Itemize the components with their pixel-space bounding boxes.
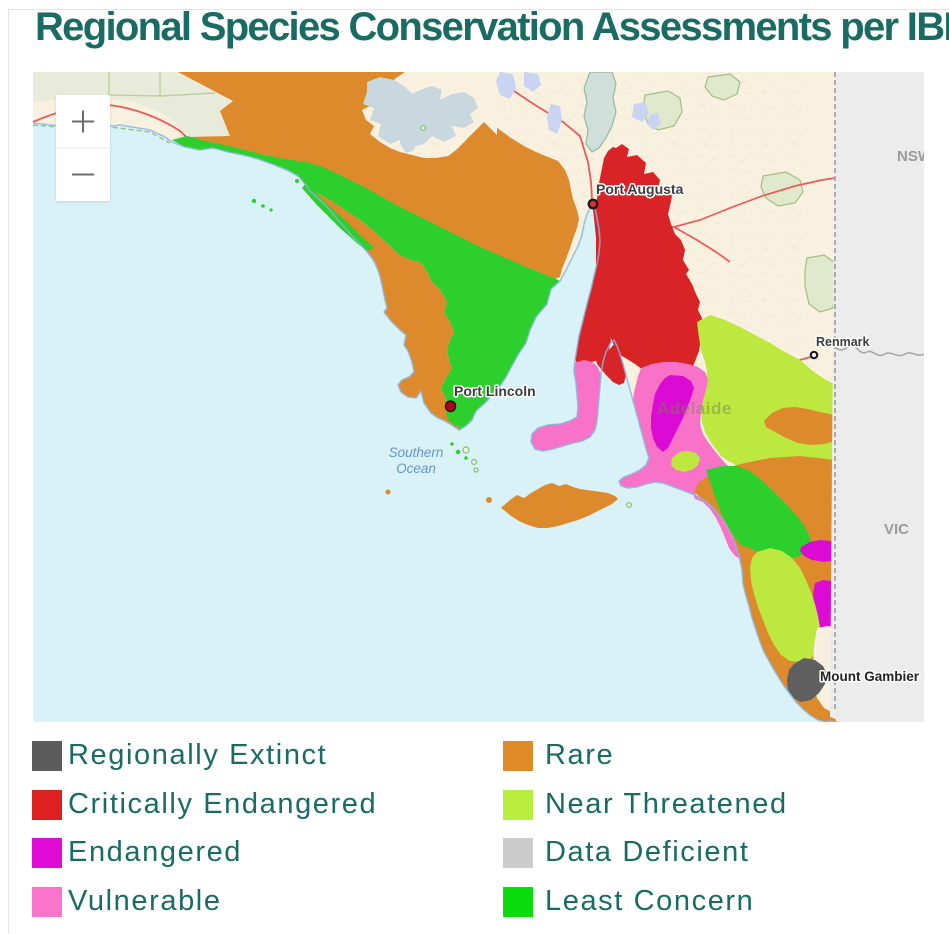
svg-text:Renmark: Renmark — [816, 335, 870, 349]
svg-text:Mount Gambier: Mount Gambier — [820, 669, 920, 684]
svg-text:VIC: VIC — [884, 521, 909, 538]
svg-text:NSW: NSW — [897, 148, 924, 165]
svg-text:Port Augusta: Port Augusta — [596, 181, 684, 197]
svg-text:Ocean: Ocean — [396, 461, 436, 476]
svg-text:Adelaide: Adelaide — [657, 399, 732, 418]
svg-text:Southern: Southern — [389, 445, 444, 460]
svg-text:Port Lincoln: Port Lincoln — [454, 383, 536, 399]
